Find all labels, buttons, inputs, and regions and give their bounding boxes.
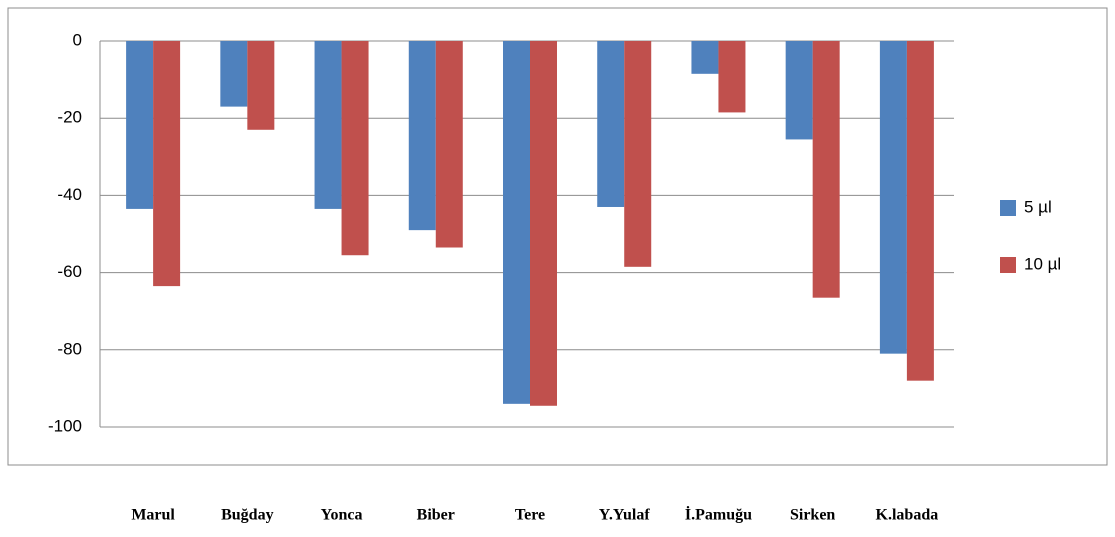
x-tick-label: Yonca — [321, 507, 363, 524]
chart-border — [7, 7, 1108, 466]
legend-swatch — [1000, 257, 1016, 273]
bar — [691, 41, 719, 74]
bar — [220, 41, 248, 107]
x-tick-label: Buğday — [221, 507, 273, 524]
x-tick-label: Sirken — [790, 507, 835, 524]
x-tick-label: Marul — [131, 507, 175, 524]
y-tick-label: -60 — [57, 262, 82, 281]
bar — [785, 41, 813, 140]
y-tick-label: -20 — [57, 108, 82, 127]
bar — [408, 41, 436, 231]
bar — [906, 41, 934, 381]
y-tick-label: -80 — [57, 339, 82, 358]
bar — [879, 41, 907, 354]
legend-label: 5 µl — [1024, 197, 1052, 216]
y-tick-label: -100 — [48, 416, 82, 435]
legend-swatch — [1000, 200, 1016, 216]
x-tick-label: K.labada — [876, 507, 939, 524]
y-tick-label: -40 — [57, 185, 82, 204]
bar — [153, 41, 181, 287]
x-tick-label: İ.Pamuğu — [685, 505, 752, 524]
bar — [247, 41, 275, 130]
bar — [597, 41, 625, 207]
bar — [126, 41, 154, 209]
legend-label: 10 µl — [1024, 254, 1061, 273]
bar — [624, 41, 652, 267]
x-tick-label: Tere — [515, 507, 545, 524]
bar — [435, 41, 463, 248]
bar — [341, 41, 369, 256]
bar — [718, 41, 746, 113]
bar — [314, 41, 342, 209]
x-tick-label: Y.Yulaf — [599, 507, 651, 524]
bar — [503, 41, 530, 404]
bar — [530, 41, 557, 406]
y-tick-label: 0 — [73, 30, 82, 49]
x-tick-label: Biber — [417, 507, 455, 524]
bar — [812, 41, 840, 298]
